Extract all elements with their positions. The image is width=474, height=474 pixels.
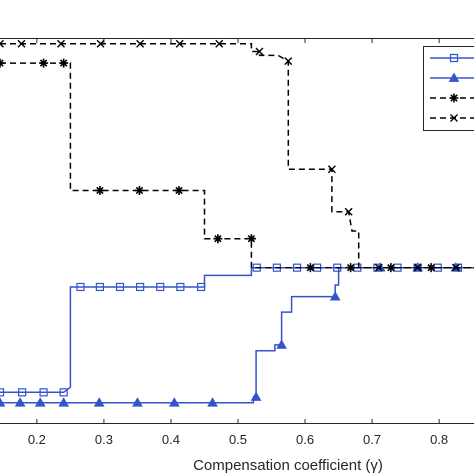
legend-marker: [448, 72, 460, 82]
series-3-marker: [305, 263, 315, 273]
series-4-marker: [0, 39, 4, 48]
series-1-marker: [18, 388, 27, 397]
series-4-marker: [327, 165, 336, 174]
series-4-marker: [57, 39, 66, 48]
series-1-marker: [76, 282, 85, 292]
series-4-marker: [17, 39, 26, 48]
series-3-marker: [59, 58, 69, 68]
legend: [423, 46, 474, 131]
series-4-marker: [284, 57, 293, 66]
series-1-marker: [0, 388, 5, 397]
legend-marker: [449, 53, 459, 63]
series-4: [0, 39, 474, 272]
series-2-marker: [250, 391, 262, 401]
series-1-marker: [176, 282, 185, 292]
legend-entries: [430, 53, 474, 122]
axes-box: [0, 38, 474, 424]
series-3-marker: [174, 185, 184, 195]
series-1-marker: [115, 282, 125, 292]
series-2-marker: [93, 397, 105, 407]
series-3-marker: [95, 185, 105, 195]
x-axis-title: Compensation coefficient (γ): [193, 457, 383, 474]
series-4-marker: [413, 263, 422, 272]
series-2-marker: [34, 397, 46, 407]
series-1-marker: [59, 388, 68, 397]
series-3-marker: [134, 185, 144, 195]
series-2-marker: [14, 397, 26, 407]
series-3-marker: [213, 234, 223, 244]
series-4-marker: [374, 263, 383, 272]
x-tick-label: 0.5: [229, 432, 247, 447]
legend-box: [423, 46, 474, 131]
series-4-marker: [215, 39, 224, 48]
series-1-marker: [95, 282, 104, 292]
series-4-marker: [136, 39, 145, 48]
legend-entry-3: [430, 93, 474, 103]
series-4-marker: [96, 39, 105, 48]
legend-entry-1: [430, 53, 474, 63]
x-tick-label: 0.2: [28, 432, 46, 447]
x-tick-label: 0.7: [363, 432, 381, 447]
tick-layer: 0.2 0.3 0.4 0.5 0.6 0.7 0.8: [28, 38, 448, 447]
series-1-marker: [156, 282, 165, 292]
series-3-marker: [426, 263, 436, 273]
series-2-line: [0, 266, 474, 404]
series-4-marker: [255, 47, 264, 56]
series-2-marker: [58, 397, 70, 407]
series-2-marker: [329, 291, 341, 301]
series-2-marker: [276, 339, 287, 349]
series-4-marker: [175, 39, 184, 48]
x-tick-label: 0.3: [95, 432, 113, 447]
series-3-marker: [39, 58, 49, 68]
series-3-line: [0, 62, 474, 269]
legend-entry-2: [430, 72, 474, 82]
legend-entry-4: [430, 114, 474, 122]
series-3-marker: [386, 263, 396, 273]
series-layer: [0, 39, 474, 407]
series-1-marker: [197, 282, 206, 292]
x-tick-label: 0.6: [296, 432, 314, 447]
series-4-marker: [344, 207, 353, 216]
plot-area: [0, 38, 474, 424]
x-tick-label: 0.8: [430, 432, 448, 447]
series-4-marker: [451, 263, 460, 272]
series-3-marker: [346, 263, 356, 273]
legend-marker: [449, 93, 459, 103]
series-3: [0, 58, 474, 273]
legend-marker: [450, 114, 458, 122]
series-1-marker: [39, 388, 48, 397]
series-3-marker: [246, 234, 256, 244]
x-tick-label: 0.4: [162, 432, 180, 447]
series-2-marker: [168, 397, 180, 407]
series-2-marker: [0, 397, 6, 407]
series-1-marker: [136, 282, 145, 292]
series-2-marker: [132, 397, 143, 407]
series-2-marker: [207, 397, 218, 407]
